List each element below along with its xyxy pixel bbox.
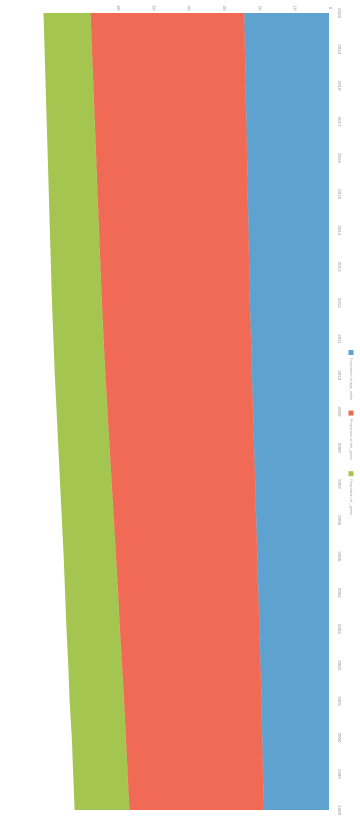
value-tick-label: 0 bbox=[328, 7, 333, 10]
year-tick-label: 2011 bbox=[337, 334, 342, 344]
year-tick-label: 2014 bbox=[337, 225, 342, 236]
year-tick-label: 2016 bbox=[337, 153, 342, 164]
chart-legend: Proportion of age_white Proportion of the… bbox=[348, 350, 354, 515]
legend-swatch-3 bbox=[348, 471, 354, 477]
area-series-group bbox=[43, 13, 329, 810]
year-tick-label: 1998 bbox=[337, 805, 342, 816]
year-tick-label: 2017 bbox=[337, 117, 342, 128]
value-tick-label: 30 bbox=[222, 5, 227, 11]
year-tick-label: 2004 bbox=[337, 588, 342, 599]
year-tick-label: 2010 bbox=[337, 370, 342, 381]
year-tick-label: 2018 bbox=[337, 80, 342, 91]
year-tick-label: 2007 bbox=[337, 479, 342, 490]
year-tick-label: 2012 bbox=[337, 298, 342, 309]
year-tick-label: 2019 bbox=[337, 44, 342, 55]
area-series-2 bbox=[90, 13, 264, 810]
legend-label-2: Proportion of the_gross bbox=[349, 419, 354, 461]
legend-label-1: Proportion of age_white bbox=[349, 358, 354, 401]
year-tick-label: 2006 bbox=[337, 515, 342, 526]
year-tick-label: 2000 bbox=[337, 733, 342, 744]
area-series-3 bbox=[43, 13, 130, 810]
year-tick-label: 2020 bbox=[337, 8, 342, 19]
year-tick-label: 2001 bbox=[337, 696, 342, 707]
year-tick-label: 2008 bbox=[337, 443, 342, 454]
value-tick-label: 60 bbox=[116, 5, 121, 11]
year-tick-label: 2003 bbox=[337, 624, 342, 635]
year-tick-label: 2013 bbox=[337, 262, 342, 273]
legend-swatch-1 bbox=[348, 350, 354, 355]
year-tick-label: 2002 bbox=[337, 660, 342, 671]
legend-label-3: Proportion of _grass bbox=[349, 479, 354, 515]
year-tick-label: 2015 bbox=[337, 189, 342, 200]
year-tick-label: 2005 bbox=[337, 551, 342, 562]
year-tick-label: 2009 bbox=[337, 406, 342, 417]
value-tick-label: 50 bbox=[151, 5, 156, 11]
value-axis-ticks: 0 10 20 30 40 50 60 bbox=[116, 5, 333, 11]
value-tick-label: 40 bbox=[187, 5, 192, 11]
value-tick-label: 20 bbox=[257, 5, 262, 11]
year-axis-ticks: 1998 1999 2000 2001 2002 2003 2004 2005 2006 2007… bbox=[337, 8, 342, 816]
legend-swatch-2 bbox=[348, 410, 354, 416]
year-tick-label: 1999 bbox=[337, 769, 342, 780]
area-series-1 bbox=[244, 13, 329, 810]
value-tick-label: 10 bbox=[293, 5, 298, 11]
